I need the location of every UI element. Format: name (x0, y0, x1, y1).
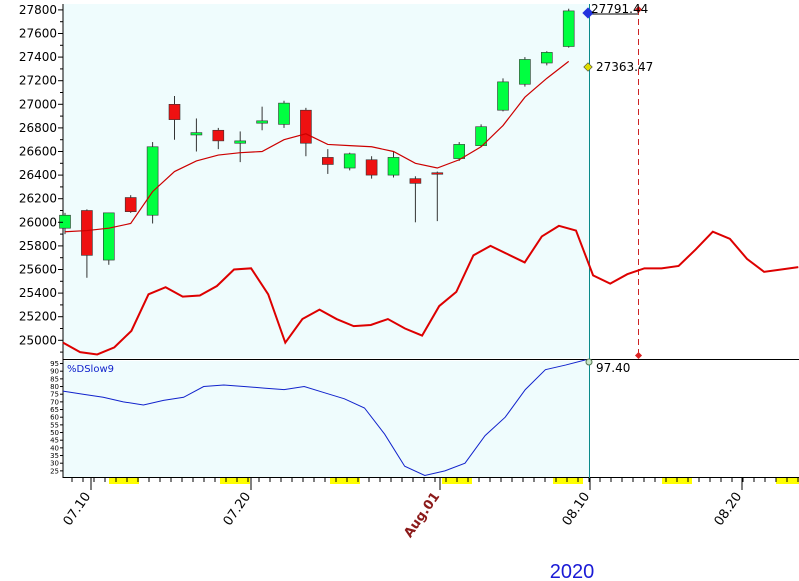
x-tick-label: Aug.01 (401, 490, 443, 541)
y-tick-label: 27400 (19, 50, 57, 64)
ma-marker (583, 62, 593, 72)
main-plot-bg (63, 4, 589, 358)
candle-body (124, 197, 137, 212)
y-tick-label: 27200 (19, 74, 57, 88)
y-tick-label: 27800 (19, 3, 57, 17)
stoch-y-tick-label: 75 (50, 391, 59, 399)
stoch-y-tick-label: 70 (50, 398, 59, 406)
candle-body (453, 144, 466, 159)
candle-body (146, 146, 159, 216)
x-tick-label: 07.10 (61, 490, 95, 529)
candle-body (365, 159, 378, 176)
moving-average-line (64, 60, 570, 233)
week-band (220, 478, 250, 484)
x-tick-label: 08.10 (560, 490, 594, 529)
projection-bottom-marker (634, 351, 643, 360)
candle-body (519, 59, 531, 85)
y-tick-label: 27600 (19, 27, 57, 41)
candle-body (212, 129, 225, 142)
stoch-y-tick-label: 40 (50, 444, 59, 452)
candle-body (562, 10, 575, 47)
y-tick-label: 26400 (19, 168, 57, 182)
year-label: 2020 (550, 561, 595, 581)
candle-body (278, 102, 290, 125)
stoch-y-tick-label: 35 (50, 452, 59, 460)
stoch-y-tick-label: 50 (50, 429, 59, 437)
ma-value-label: 27363.47 (596, 60, 653, 74)
candle-body (343, 153, 356, 169)
candle-body (103, 212, 115, 261)
stoch-y-tick-label: 30 (50, 460, 59, 468)
stoch-value-label: 97.40 (596, 361, 630, 375)
stoch-y-tick-label: 45 (50, 437, 59, 445)
candle-body (190, 132, 203, 136)
y-tick-label: 25600 (19, 263, 57, 277)
stoch-y-tick-label: 80 (50, 383, 59, 391)
candle-body (59, 214, 71, 229)
overlay-indicator-line (62, 224, 799, 356)
candle-body (234, 140, 246, 144)
candle-body (431, 172, 444, 175)
candle-body (321, 157, 334, 165)
week-band (109, 478, 139, 484)
x-tick-label: 08.20 (712, 490, 746, 529)
stoch-y-tick-label: 60 (50, 414, 59, 422)
stoch-line (62, 359, 586, 476)
x-tick-label: 07.20 (221, 490, 255, 529)
week-band (330, 478, 360, 484)
stoch-plot-bg (63, 361, 589, 478)
candle-body (409, 178, 422, 184)
candle-body (168, 104, 181, 120)
stoch-title: %DSlow9 (67, 364, 114, 375)
candle-body (497, 81, 509, 111)
candle-body (81, 210, 93, 256)
y-tick-label: 27000 (19, 97, 57, 111)
stoch-y-tick-label: 55 (50, 421, 59, 429)
projection-top-marker (634, 5, 643, 14)
stoch-y-tick-label: 65 (50, 406, 59, 414)
stoch-marker (585, 358, 593, 366)
stoch-y-tick-label: 25 (50, 467, 59, 475)
y-tick-label: 25200 (19, 310, 57, 324)
y-tick-label: 26600 (19, 145, 57, 159)
candle-body (300, 109, 312, 144)
candle-body (540, 52, 553, 64)
y-tick-label: 25000 (19, 333, 57, 347)
candle-body (256, 120, 268, 124)
y-tick-label: 25800 (19, 239, 57, 253)
stoch-y-tick-label: 95 (50, 360, 59, 368)
last-close-label: 27791.44 (591, 2, 648, 16)
stoch-y-tick-label: 90 (50, 368, 59, 376)
y-tick-label: 26200 (19, 192, 57, 206)
week-band (553, 478, 583, 484)
y-tick-label: 26800 (19, 121, 57, 135)
candle-body (387, 157, 400, 176)
candle-body (475, 126, 487, 146)
stoch-y-tick-label: 85 (50, 375, 59, 383)
y-tick-label: 26000 (19, 215, 57, 229)
y-tick-label: 25400 (19, 286, 57, 300)
